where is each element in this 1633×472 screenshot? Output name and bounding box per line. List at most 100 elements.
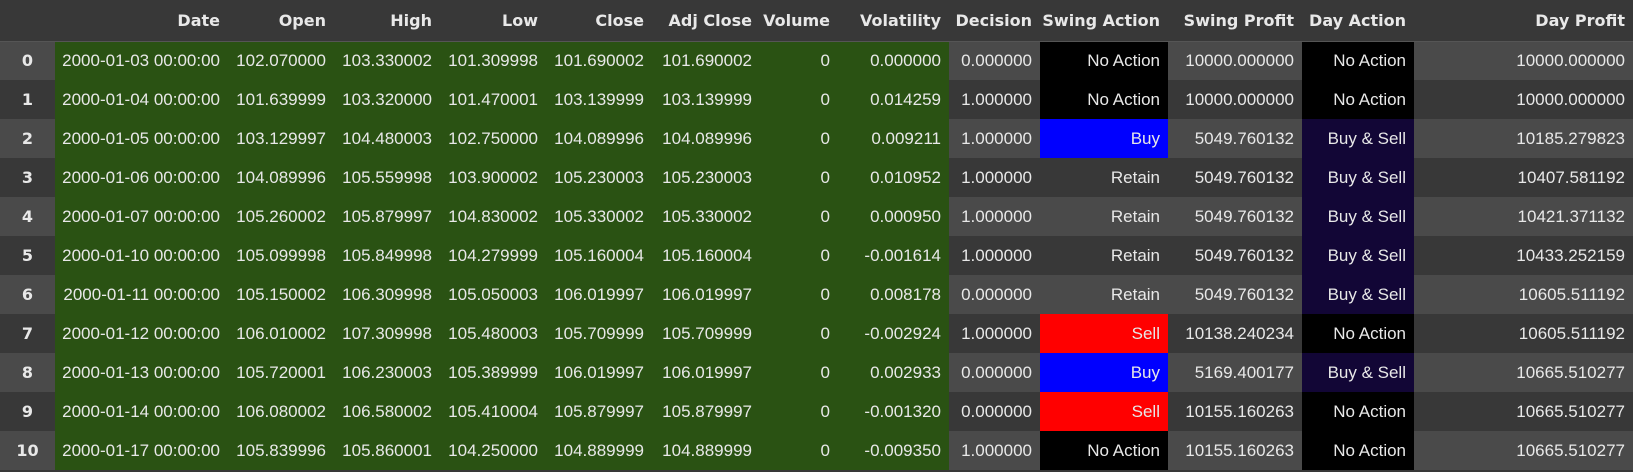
column-header-day-action: Day Action [1302,0,1414,42]
column-header-decision: Decision [949,0,1040,42]
row-index: 1 [0,80,55,119]
cell-decision: 0.000000 [949,392,1040,431]
cell-volatility: -0.001614 [838,236,949,275]
cell-decision: 0.000000 [949,41,1040,80]
cell-open: 105.150002 [228,275,334,314]
cell-close: 105.330002 [546,197,652,236]
cell-day-action: No Action [1302,41,1414,80]
column-header-day-profit: Day Profit [1414,0,1633,42]
cell-open: 105.839996 [228,431,334,470]
cell-day-action: Buy & Sell [1302,353,1414,392]
cell-adj-close: 105.230003 [652,158,760,197]
table-row: 5 2000-01-10 00:00:00 105.099998 105.849998… [0,236,1633,275]
cell-swing-profit: 10155.160263 [1168,431,1302,470]
row-index: 5 [0,236,55,275]
cell-volume: 0 [760,314,838,353]
cell-swing-action: Buy [1040,353,1168,392]
cell-low: 105.480003 [440,314,546,353]
cell-open: 105.099998 [228,236,334,275]
cell-volume: 0 [760,80,838,119]
cell-date: 2000-01-03 00:00:00 [55,41,228,80]
cell-day-profit: 10000.000000 [1414,80,1633,119]
cell-swing-action: No Action [1040,41,1168,80]
cell-decision: 1.000000 [949,119,1040,158]
column-header-swing-profit: Swing Profit [1168,0,1302,42]
cell-low: 104.250000 [440,431,546,470]
cell-open: 101.639999 [228,80,334,119]
cell-swing-profit: 10138.240234 [1168,314,1302,353]
cell-swing-action: Retain [1040,275,1168,314]
cell-swing-action: Sell [1040,314,1168,353]
row-index: 9 [0,392,55,431]
cell-adj-close: 105.330002 [652,197,760,236]
cell-date: 2000-01-11 00:00:00 [55,275,228,314]
row-index: 3 [0,158,55,197]
cell-decision: 0.000000 [949,275,1040,314]
column-header-high: High [334,0,440,42]
cell-adj-close: 106.019997 [652,353,760,392]
cell-volume: 0 [760,275,838,314]
cell-date: 2000-01-13 00:00:00 [55,353,228,392]
cell-date: 2000-01-12 00:00:00 [55,314,228,353]
cell-low: 101.309998 [440,41,546,80]
cell-high: 105.860001 [334,431,440,470]
cell-close: 103.139999 [546,80,652,119]
cell-close: 106.019997 [546,353,652,392]
cell-decision: 1.000000 [949,431,1040,470]
cell-day-action: No Action [1302,80,1414,119]
cell-swing-action: Retain [1040,158,1168,197]
cell-close: 105.879997 [546,392,652,431]
cell-low: 105.389999 [440,353,546,392]
table-body: 0 2000-01-03 00:00:00 102.070000 103.330002… [0,41,1633,470]
cell-swing-action: No Action [1040,80,1168,119]
cell-day-action: Buy & Sell [1302,197,1414,236]
column-header-volatility: Volatility [838,0,949,42]
cell-volatility: 0.000950 [838,197,949,236]
table-row: 3 2000-01-06 00:00:00 104.089996 105.559998… [0,158,1633,197]
cell-day-action: No Action [1302,392,1414,431]
cell-day-action: Buy & Sell [1302,158,1414,197]
cell-day-action: No Action [1302,314,1414,353]
cell-close: 105.230003 [546,158,652,197]
cell-open: 105.260002 [228,197,334,236]
cell-swing-action: Retain [1040,236,1168,275]
cell-high: 103.330002 [334,41,440,80]
header-row: Date Open High Low Close Adj Close Volume Volat… [0,0,1633,42]
cell-low: 105.410004 [440,392,546,431]
cell-day-action: Buy & Sell [1302,119,1414,158]
cell-high: 106.580002 [334,392,440,431]
cell-swing-action: Retain [1040,197,1168,236]
cell-adj-close: 104.889999 [652,431,760,470]
cell-day-profit: 10665.510277 [1414,431,1633,470]
cell-close: 104.889999 [546,431,652,470]
cell-date: 2000-01-04 00:00:00 [55,80,228,119]
cell-day-action: Buy & Sell [1302,275,1414,314]
cell-day-profit: 10665.510277 [1414,353,1633,392]
cell-volatility: -0.001320 [838,392,949,431]
table-row: 10 2000-01-17 00:00:00 105.839996 105.86000… [0,431,1633,470]
column-header-low: Low [440,0,546,42]
column-header-adj-close: Adj Close [652,0,760,42]
cell-decision: 1.000000 [949,314,1040,353]
cell-open: 105.720001 [228,353,334,392]
cell-low: 105.050003 [440,275,546,314]
cell-close: 101.690002 [546,41,652,80]
cell-high: 105.879997 [334,197,440,236]
cell-day-profit: 10605.511192 [1414,314,1633,353]
cell-close: 104.089996 [546,119,652,158]
cell-volume: 0 [760,236,838,275]
table-row: 9 2000-01-14 00:00:00 106.080002 106.580002… [0,392,1633,431]
cell-adj-close: 103.139999 [652,80,760,119]
cell-open: 106.080002 [228,392,334,431]
table-row: 0 2000-01-03 00:00:00 102.070000 103.330002… [0,41,1633,80]
table-row: 2 2000-01-05 00:00:00 103.129997 104.480003… [0,119,1633,158]
cell-open: 103.129997 [228,119,334,158]
cell-volume: 0 [760,197,838,236]
row-index: 2 [0,119,55,158]
cell-volume: 0 [760,353,838,392]
cell-decision: 1.000000 [949,158,1040,197]
cell-open: 102.070000 [228,41,334,80]
cell-open: 106.010002 [228,314,334,353]
cell-adj-close: 105.160004 [652,236,760,275]
cell-volatility: -0.009350 [838,431,949,470]
